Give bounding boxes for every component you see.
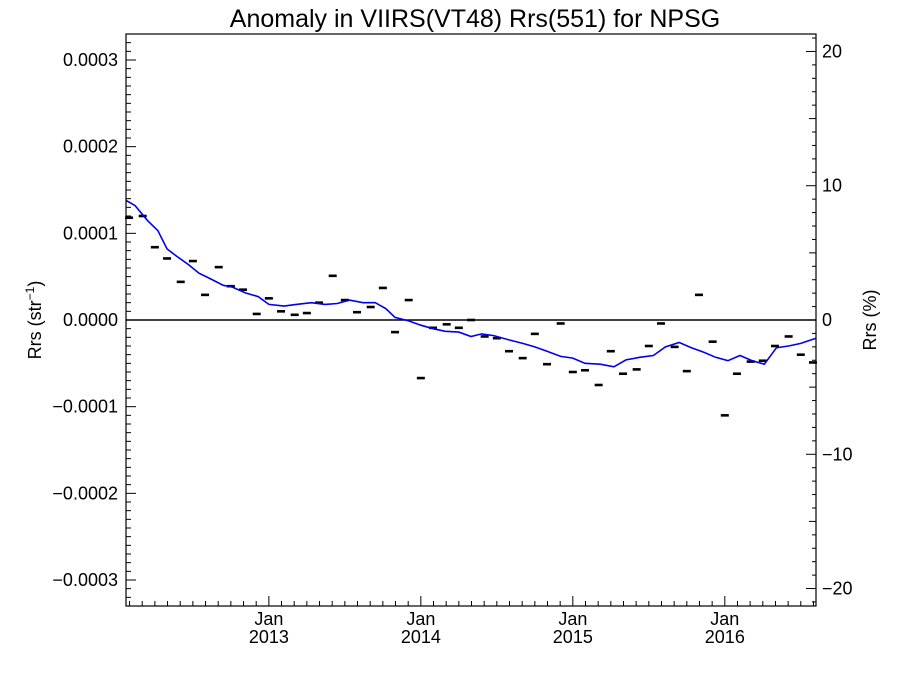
y2-tick-label: −20: [822, 579, 853, 599]
plot-area: [125, 199, 817, 417]
trend-line: [125, 199, 817, 368]
y2-tick-label: 10: [822, 176, 842, 196]
y-axis-label-main: Rrs (str: [25, 300, 45, 359]
y-tick-label: 0.0003: [63, 50, 118, 70]
y2-axis-label: Rrs (%): [860, 290, 880, 351]
chart-title: Anomaly in VIIRS(VT48) Rrs(551) for NPSG: [230, 5, 720, 33]
y-tick-label: 0.0001: [63, 223, 118, 243]
x-tick-year: 2014: [401, 627, 441, 647]
x-tick-year: 2015: [553, 627, 593, 647]
y-tick-label: 0.0002: [63, 137, 118, 157]
x-tick-year: 2013: [249, 627, 289, 647]
left-axis-ticks: 0.0003 0.0002 0.0001 0.0000 −0.0001 −0.0002 −0…: [52, 33, 136, 607]
y-axis-label-superscript: −1: [23, 286, 37, 300]
x-tick-month: Jan: [254, 609, 283, 629]
y2-tick-label: −10: [822, 444, 853, 464]
plot-frame: [125, 33, 817, 607]
y-tick-label: 0.0000: [63, 310, 118, 330]
x-tick-month: Jan: [558, 609, 587, 629]
x-tick-month: Jan: [710, 609, 739, 629]
x-tick-month: Jan: [406, 609, 435, 629]
y2-tick-label: 0: [822, 310, 832, 330]
y-axis-label: Rrs (str−1): [23, 281, 45, 360]
right-axis-ticks: 20 10 0 −10 −20: [806, 37, 853, 603]
y2-tick-label: 20: [822, 41, 842, 61]
y-axis-label-close: ): [25, 281, 45, 287]
y-tick-label: −0.0003: [52, 570, 118, 590]
y-tick-label: −0.0002: [52, 483, 118, 503]
x-tick-year: 2016: [705, 627, 745, 647]
y-tick-label: −0.0001: [52, 397, 118, 417]
